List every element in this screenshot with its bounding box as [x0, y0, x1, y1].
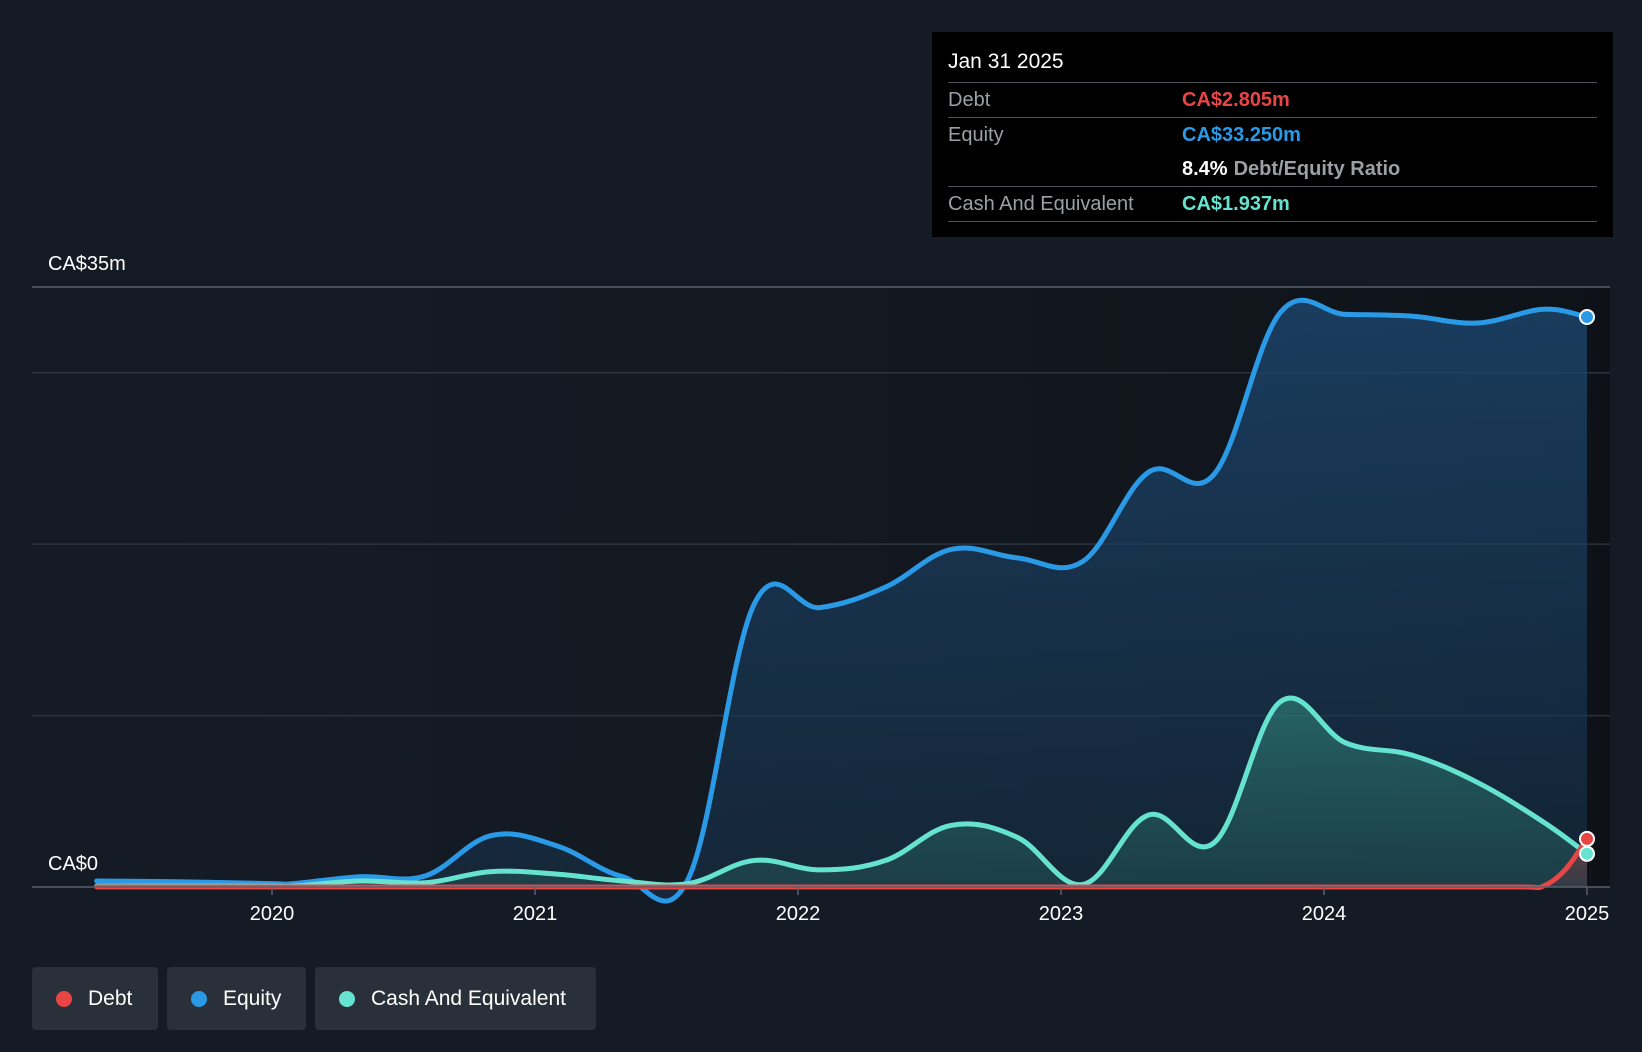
- data-tooltip: Jan 31 2025 Debt CA$2.805m Equity CA$33.…: [932, 32, 1613, 237]
- equity-end-marker: [1579, 309, 1595, 325]
- tooltip-debt-label: Debt: [948, 89, 991, 111]
- series-end-markers: [1579, 309, 1595, 862]
- equity-line: [94, 297, 1590, 904]
- debt-dot-icon: [56, 990, 72, 1007]
- debt-end-marker: [1579, 830, 1595, 847]
- equity-dot-icon: [191, 990, 207, 1007]
- series-areas: [96, 300, 1588, 902]
- x-tick-label: 2020: [250, 903, 295, 925]
- x-tick-label: 2022: [776, 903, 821, 925]
- tooltip-equity-row: Equity CA$33.250m: [948, 118, 1597, 152]
- x-tick-label: 2025: [1565, 903, 1610, 925]
- cash-and-equivalent-area: [96, 697, 1588, 887]
- tooltip-cash-value: CA$1.937m: [1182, 193, 1290, 215]
- tooltip-ratio-label: Debt/Equity Ratio: [1233, 158, 1401, 180]
- cash-and-equivalent-line: [94, 695, 1590, 890]
- x-tick-label: 2023: [1039, 903, 1084, 925]
- tooltip-cash-row: Cash And Equivalent CA$1.937m: [948, 187, 1597, 222]
- legend-item-cash[interactable]: Cash And Equivalent: [315, 967, 596, 1030]
- legend: Debt Equity Cash And Equivalent: [32, 967, 596, 1030]
- x-tick-label: 2021: [513, 903, 558, 925]
- legend-label-equity: Equity: [223, 986, 282, 1010]
- equity-area: [96, 300, 1588, 902]
- cash-and-equivalent-end-marker: [1579, 845, 1595, 862]
- axes: CA$35m CA$0 2020 2021 2022 2023 2024 2025: [32, 253, 1610, 925]
- tooltip-equity-value: CA$33.250m: [1182, 124, 1301, 146]
- legend-label-cash: Cash And Equivalent: [371, 986, 566, 1010]
- y-axis-top-label: CA$35m: [48, 253, 126, 275]
- tooltip-ratio-value: 8.4%: [1182, 158, 1228, 180]
- y-axis-bottom-label: CA$0: [48, 853, 98, 875]
- tooltip-debt-row: Debt CA$2.805m: [948, 83, 1597, 118]
- tooltip-equity-label: Equity: [948, 124, 1004, 146]
- tooltip-cash-label: Cash And Equivalent: [948, 193, 1134, 215]
- legend-label-debt: Debt: [88, 986, 133, 1010]
- tooltip-ratio-row: 8.4% Debt/Equity Ratio: [948, 152, 1597, 187]
- tooltip-debt-value: CA$2.805m: [1182, 89, 1290, 111]
- x-tick-label: 2024: [1302, 903, 1347, 925]
- cash-dot-icon: [339, 990, 355, 1007]
- tooltip-date: Jan 31 2025: [948, 46, 1597, 83]
- legend-item-equity[interactable]: Equity: [167, 967, 306, 1030]
- legend-item-debt[interactable]: Debt: [32, 967, 158, 1030]
